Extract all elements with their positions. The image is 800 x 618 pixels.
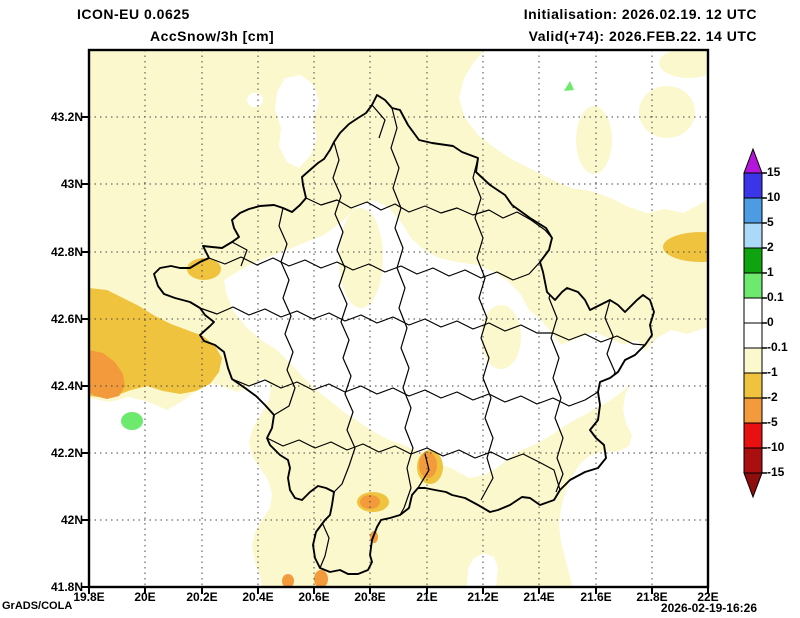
- x-tick-20-4e: 20.4E: [242, 590, 274, 604]
- colorbar-top-arrow: [743, 147, 763, 174]
- x-tick-20-8e: 20.8E: [354, 590, 386, 604]
- map-canvas: [89, 50, 708, 587]
- cb-label-m1: -1: [767, 365, 778, 379]
- grads-credit: GrADS/COLA: [2, 600, 73, 612]
- y-tick-42-8n: 42.8N: [50, 245, 83, 259]
- field-green-spots: [121, 81, 574, 430]
- x-tick-20e: 20E: [134, 590, 156, 604]
- cb-label-1: 1: [767, 265, 774, 279]
- init-time: Initialisation: 2026.02.19. 12 UTC: [523, 6, 757, 22]
- colorbar-bottom-arrow: [743, 472, 763, 499]
- cb-label-m15: -15: [767, 465, 785, 479]
- cb-label-m2: -2: [767, 390, 778, 404]
- colorbar: [743, 147, 767, 499]
- x-tick-21e: 21E: [416, 590, 438, 604]
- product-title: AccSnow/3h [cm]: [150, 28, 275, 44]
- cb-label-m0-1: -0.1: [767, 340, 788, 354]
- y-tick-42-4n: 42.4N: [50, 379, 83, 393]
- y-tick-41-8n: 41.8N: [50, 580, 83, 594]
- grid-lines: [89, 50, 708, 587]
- plot-frame: [82, 48, 710, 594]
- cb-label-2: 2: [767, 240, 774, 254]
- y-tick-43-2n: 43.2N: [50, 110, 83, 124]
- x-tick-20-2e: 20.2E: [186, 590, 218, 604]
- y-tick-42-6n: 42.6N: [50, 312, 83, 326]
- x-tick-21-6e: 21.6E: [580, 590, 612, 604]
- x-tick-21-8e: 21.8E: [636, 590, 668, 604]
- x-tick-20-6e: 20.6E: [298, 590, 330, 604]
- cb-label-m5: -5: [767, 415, 778, 429]
- y-tick-43n: 43N: [60, 177, 83, 191]
- y-tick-42-2n: 42.2N: [50, 446, 83, 460]
- valid-time: Valid(+74): 2026.FEB.22. 14 UTC: [528, 28, 757, 44]
- cb-label-5: 5: [767, 215, 774, 229]
- model-title: ICON-EU 0.0625: [77, 6, 190, 22]
- x-tick-21-4e: 21.4E: [523, 590, 555, 604]
- cb-label-0-1: 0.1: [767, 290, 784, 304]
- cb-label-10: 10: [767, 190, 781, 204]
- x-tick-19-8e: 19.8E: [73, 590, 105, 604]
- x-tick-22e: 22E: [697, 590, 719, 604]
- cb-label-15: 15: [767, 165, 781, 179]
- field-gold-orange-patches: [89, 232, 708, 587]
- generation-timestamp: 2026-02-19-16:26: [660, 601, 757, 615]
- cb-label-0: 0: [767, 315, 774, 329]
- y-tick-42n: 42N: [60, 513, 83, 527]
- cb-label-m10: -10: [767, 440, 785, 454]
- x-tick-21-2e: 21.2E: [467, 590, 499, 604]
- field-pale-accents: [339, 50, 708, 369]
